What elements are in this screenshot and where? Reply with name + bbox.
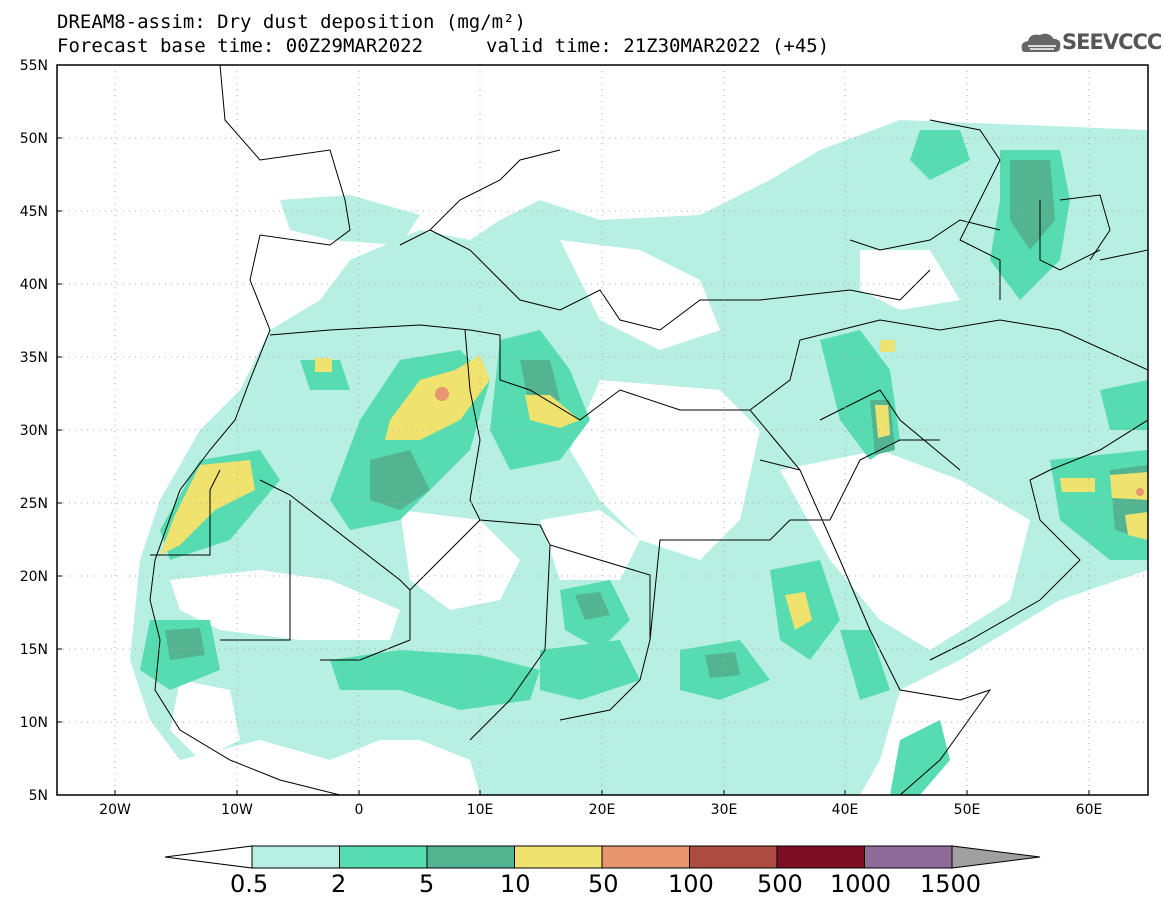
colorbar-swatch [251, 845, 340, 869]
lon-label: 0 [355, 802, 364, 818]
colorbar-swatch [339, 845, 428, 869]
lat-label: 15N [20, 642, 48, 658]
lat-label: 45N [20, 204, 48, 220]
lon-label: 40E [832, 802, 859, 818]
lon-label: 20W [99, 802, 131, 818]
colorbar-label: 100 [668, 870, 714, 898]
lat-label: 30N [20, 423, 48, 439]
colorbar-label: 10 [500, 870, 531, 898]
colorbar-label: 50 [588, 870, 619, 898]
lat-label: 10N [20, 715, 48, 731]
colorbar [164, 845, 1041, 869]
dust-level-below-0.5 [170, 240, 1030, 760]
lat-label: 55N [20, 58, 48, 74]
valid-time: valid time: 21Z30MAR2022 (+45) [486, 35, 830, 57]
colorbar-label: 1500 [920, 870, 982, 898]
lon-label: 10E [467, 802, 494, 818]
lon-label: 60E [1076, 802, 1103, 818]
lat-label: 50N [20, 131, 48, 147]
colorbar-swatch [426, 845, 515, 869]
colorbar-label: 5 [419, 870, 435, 898]
colorbar-swatch-over [951, 845, 1041, 869]
lon-label: 30E [711, 802, 738, 818]
dust-level-50-100 [435, 387, 1144, 496]
coastlines-borders [149, 65, 1148, 795]
colorbar-label: 2 [331, 870, 347, 898]
colorbar-swatch-under [164, 845, 253, 869]
lat-label: 25N [20, 496, 48, 512]
lat-label: 20N [20, 569, 48, 585]
colorbar-swatch [776, 845, 865, 869]
lon-label: 50E [954, 802, 981, 818]
lon-label: 10W [221, 802, 253, 818]
colorbar-label: 1000 [830, 870, 892, 898]
lat-label: 5N [29, 788, 48, 804]
seevccc-logo: SEEVCCC [1062, 30, 1162, 54]
chart-title: DREAM8-assim: Dry dust deposition (mg/m²… [57, 11, 526, 33]
colorbar-label: 500 [757, 870, 803, 898]
colorbar-swatch [689, 845, 778, 869]
colorbar-swatch [601, 845, 690, 869]
lon-label: 20E [589, 802, 616, 818]
forecast-base-time: Forecast base time: 00Z29MAR2022 [57, 35, 424, 57]
colorbar-swatch [864, 845, 953, 869]
colorbar-label: 0.5 [230, 870, 269, 898]
lat-label: 40N [20, 277, 48, 293]
cloud-icon [1021, 33, 1061, 52]
lat-label: 35N [20, 350, 48, 366]
colorbar-swatch [514, 845, 603, 869]
